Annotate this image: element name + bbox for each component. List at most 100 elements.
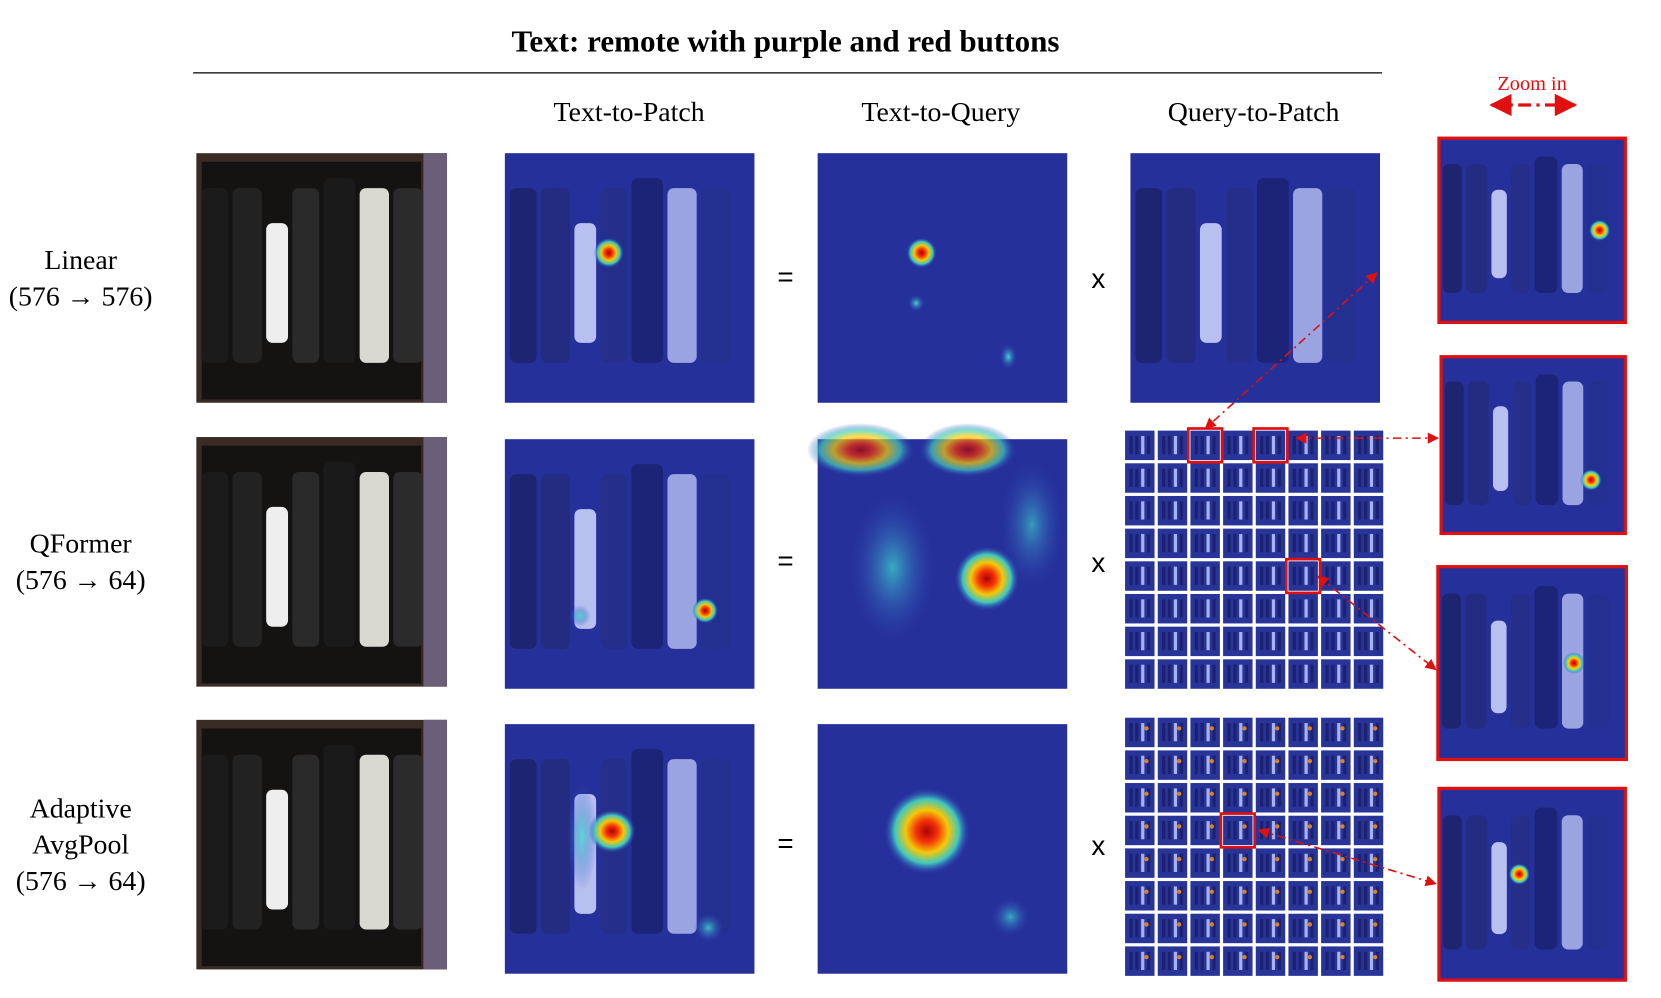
cell-remote <box>1206 951 1210 970</box>
cell-remote <box>1337 599 1341 618</box>
cell-remote <box>1179 723 1183 742</box>
cell-remote <box>1304 788 1308 807</box>
cell-dot <box>1209 954 1214 960</box>
cell-dot <box>1373 791 1378 796</box>
cell-remote <box>1358 821 1362 840</box>
cell-remote <box>1363 632 1368 651</box>
cell-remote <box>1194 723 1198 742</box>
cell-remote <box>1173 788 1178 807</box>
cell-remote <box>1292 788 1296 807</box>
zoom-border <box>1436 565 1629 762</box>
cell-remote <box>1227 788 1231 807</box>
zoom-border <box>1439 355 1627 536</box>
cell-remote <box>1233 566 1237 585</box>
remote <box>359 471 389 647</box>
cell-remote <box>1343 435 1347 455</box>
cell-remote <box>1298 723 1302 742</box>
cell-remote <box>1369 468 1374 487</box>
cell-remote <box>1325 723 1329 742</box>
cell-remote <box>1227 632 1231 651</box>
cell-remote <box>1363 886 1368 905</box>
cell-remote <box>1141 664 1145 683</box>
cell-remote <box>1233 599 1237 618</box>
row-label: Linear <box>44 245 117 276</box>
cell-remote <box>1375 501 1379 520</box>
cell-remote <box>1277 755 1281 774</box>
cell-remote <box>1194 435 1198 455</box>
cell-remote <box>1179 951 1183 970</box>
cell-remote <box>1292 951 1296 970</box>
cell-remote <box>1167 723 1172 742</box>
cell-remote <box>1331 435 1335 455</box>
cell-remote <box>1194 501 1198 520</box>
cell-remote <box>1129 723 1133 742</box>
cell-dot <box>1242 791 1247 796</box>
cell-remote <box>1212 853 1216 872</box>
cell-remote <box>1147 435 1151 455</box>
cell-remote <box>1206 632 1210 651</box>
cell-remote <box>1173 501 1178 520</box>
cell-remote <box>1227 664 1231 683</box>
cell-remote <box>1265 821 1270 840</box>
cell-remote <box>1337 533 1341 553</box>
cell-remote <box>1298 533 1302 553</box>
cell-remote <box>1212 821 1216 840</box>
cell-remote <box>1369 664 1374 683</box>
cell-remote <box>1363 821 1368 840</box>
cell-remote <box>1179 755 1183 774</box>
cell-remote <box>1337 886 1341 905</box>
cell-remote <box>1358 501 1362 520</box>
cell-remote <box>1325 599 1329 618</box>
cell-remote <box>1277 951 1281 970</box>
cell-remote <box>1147 788 1151 807</box>
cell-remote <box>1369 566 1374 585</box>
cell-remote <box>1206 886 1210 905</box>
remote <box>1467 381 1489 506</box>
cell-dot <box>1307 758 1313 764</box>
cell-remote <box>1375 821 1379 840</box>
cell-remote <box>1265 723 1270 742</box>
cell-remote <box>1358 886 1362 905</box>
cell-remote <box>1147 501 1151 520</box>
cell-dot <box>1340 758 1345 764</box>
cell-dot <box>1242 889 1247 894</box>
cell-remote <box>1245 951 1249 970</box>
cell-dot <box>1275 922 1280 927</box>
cell-remote <box>1212 886 1216 905</box>
cell-remote <box>1331 919 1335 938</box>
cell-remote <box>1200 664 1204 683</box>
photo-cloth <box>423 437 448 687</box>
remote <box>1199 223 1222 343</box>
cell-remote <box>1277 435 1281 455</box>
row-label: QFormer <box>30 529 133 560</box>
cell-remote <box>1304 632 1308 651</box>
cell-remote <box>1147 853 1151 872</box>
cell-remote <box>1265 788 1270 807</box>
remote <box>1465 593 1487 729</box>
cell-remote <box>1141 468 1145 487</box>
cell-remote <box>1162 919 1166 938</box>
cell-remote <box>1292 886 1296 905</box>
cell-remote <box>1194 632 1198 651</box>
column-header: Query-to-Patch <box>1168 97 1340 128</box>
cell-remote <box>1167 632 1172 651</box>
cell-remote <box>1325 821 1329 840</box>
cell-remote <box>1162 632 1166 651</box>
cell-remote <box>1245 468 1249 487</box>
cell-dot <box>1177 922 1182 927</box>
remote <box>667 759 697 934</box>
cell-remote <box>1162 533 1166 553</box>
cell-remote <box>1298 755 1302 774</box>
cell-remote <box>1147 632 1151 651</box>
cell-remote <box>1233 821 1237 840</box>
cell-remote <box>1343 501 1347 520</box>
remote <box>667 188 697 363</box>
remote <box>1441 593 1462 729</box>
cell-remote <box>1200 501 1204 520</box>
cell-remote <box>1194 664 1198 683</box>
cell-remote <box>1304 886 1308 905</box>
cell-remote <box>1162 821 1166 840</box>
heat-blob <box>884 788 970 875</box>
cell-remote <box>1298 664 1302 683</box>
cell-remote <box>1167 853 1172 872</box>
